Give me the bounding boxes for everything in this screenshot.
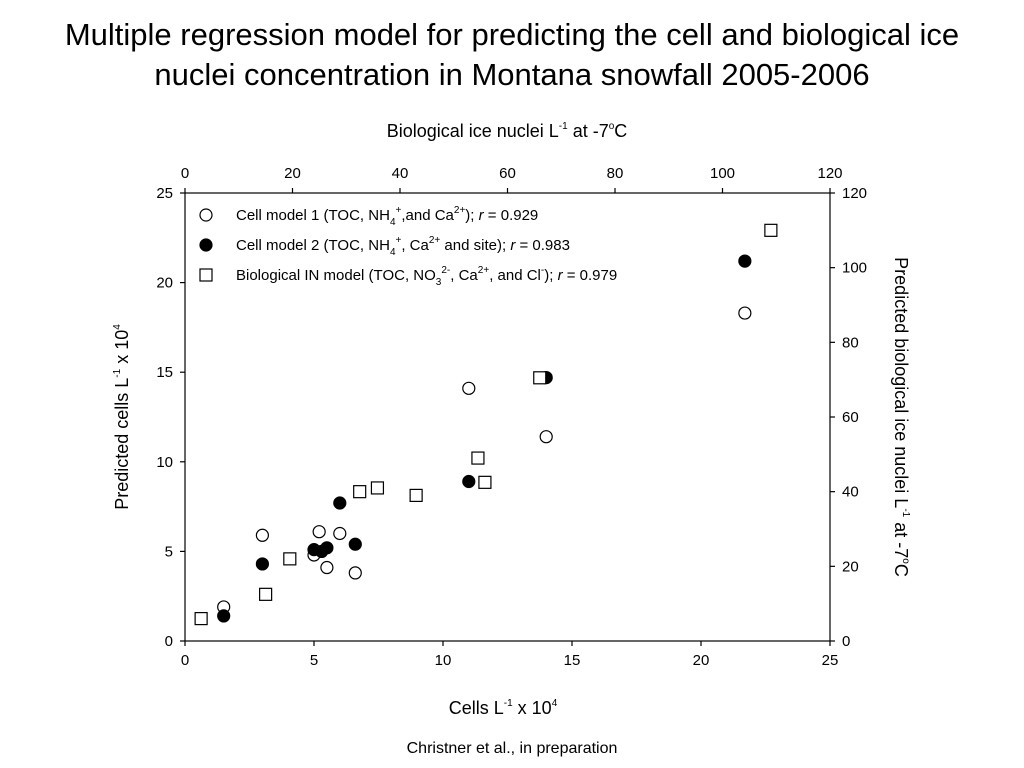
x-tick-label: 25 bbox=[822, 652, 839, 669]
point-filled-circle bbox=[462, 474, 476, 489]
point-open-square bbox=[764, 223, 778, 237]
x-tick-label: 0 bbox=[181, 652, 189, 669]
point-open-square bbox=[409, 488, 423, 502]
point-open-circle bbox=[255, 528, 269, 542]
right-tick-label: 60 bbox=[842, 409, 859, 426]
point-open-square bbox=[533, 371, 547, 385]
x-axis-title: Cells L-1 x 104 bbox=[449, 698, 558, 718]
legend-entry-biological-in-model: Biological IN model (TOC, NO32-, Ca2+, a… bbox=[236, 265, 617, 288]
y-tick-label: 5 bbox=[165, 543, 173, 560]
right-tick-label: 80 bbox=[842, 334, 859, 351]
point-open-square bbox=[370, 481, 385, 495]
legend-entry-cell-model-2: Cell model 2 (TOC, NH4+, Ca2+ and site);… bbox=[236, 235, 570, 258]
y-tick-label: 20 bbox=[156, 275, 173, 292]
top-tick-label: 100 bbox=[710, 165, 735, 182]
right-tick-label: 20 bbox=[842, 558, 859, 575]
point-open-circle bbox=[462, 381, 476, 395]
point-filled-circle bbox=[333, 496, 347, 510]
point-open-square bbox=[194, 611, 208, 626]
y-tick-label: 10 bbox=[156, 454, 173, 471]
point-open-square bbox=[471, 451, 485, 465]
plot-frame bbox=[184, 192, 831, 642]
top-tick-label: 60 bbox=[499, 165, 516, 182]
legend-marker-open-square bbox=[199, 268, 213, 282]
y-tick-label: 0 bbox=[165, 633, 173, 650]
point-filled-circle bbox=[348, 537, 362, 551]
point-open-square bbox=[478, 475, 492, 489]
data-points bbox=[194, 223, 778, 626]
point-open-circle bbox=[348, 566, 362, 580]
point-filled-circle bbox=[217, 609, 231, 623]
top-tick-label: 0 bbox=[181, 165, 189, 182]
point-filled-circle bbox=[738, 254, 752, 268]
chart-title-line-1: Multiple regression model for predicting… bbox=[64, 17, 960, 52]
point-open-circle bbox=[320, 560, 334, 575]
y-tick-label: 15 bbox=[156, 364, 173, 381]
series-2 bbox=[217, 254, 752, 623]
x-tick-label: 15 bbox=[564, 652, 581, 669]
x-tick-label: 10 bbox=[435, 652, 452, 669]
plot-border bbox=[184, 192, 831, 642]
right-tick-label: 40 bbox=[842, 484, 859, 501]
legend-marker-filled-circle bbox=[199, 238, 213, 252]
right-tick-label: 100 bbox=[842, 260, 867, 277]
legend-marker-open-circle bbox=[199, 208, 213, 222]
top-axis-title: Biological ice nuclei L-1 at -7oC bbox=[387, 121, 628, 141]
point-filled-circle bbox=[255, 557, 269, 571]
point-open-square bbox=[353, 485, 367, 499]
point-open-circle bbox=[738, 306, 752, 320]
legend: Cell model 1 (TOC, NH4+,and Ca2+); r = 0… bbox=[199, 205, 617, 288]
x-tick-label: 5 bbox=[310, 652, 318, 669]
top-tick-label: 80 bbox=[607, 165, 624, 182]
y-axis-title: Predicted cells L-1 x 104 bbox=[112, 324, 132, 510]
point-open-circle bbox=[539, 430, 553, 444]
series-3 bbox=[194, 223, 778, 626]
point-open-square bbox=[283, 552, 297, 566]
right-tick-label: 120 bbox=[842, 185, 867, 202]
x-tick-label: 20 bbox=[693, 652, 710, 669]
point-filled-circle bbox=[320, 541, 334, 555]
point-open-circle bbox=[333, 526, 347, 541]
right-tick-label: 0 bbox=[842, 633, 850, 650]
legend-entry-cell-model-1: Cell model 1 (TOC, NH4+,and Ca2+); r = 0… bbox=[236, 205, 538, 228]
right-axis-title: Predicted biological ice nuclei L-1 at -… bbox=[891, 257, 911, 577]
chart-title-line-2: nuclei concentration in Montana snowfall… bbox=[154, 57, 870, 92]
point-open-square bbox=[259, 587, 273, 601]
source-credit: Christner et al., in preparation bbox=[406, 740, 618, 757]
point-open-circle bbox=[312, 525, 326, 539]
top-tick-label: 20 bbox=[284, 165, 301, 182]
top-tick-label: 120 bbox=[817, 165, 842, 182]
y-tick-label: 25 bbox=[156, 185, 173, 202]
top-tick-label: 40 bbox=[392, 165, 409, 182]
